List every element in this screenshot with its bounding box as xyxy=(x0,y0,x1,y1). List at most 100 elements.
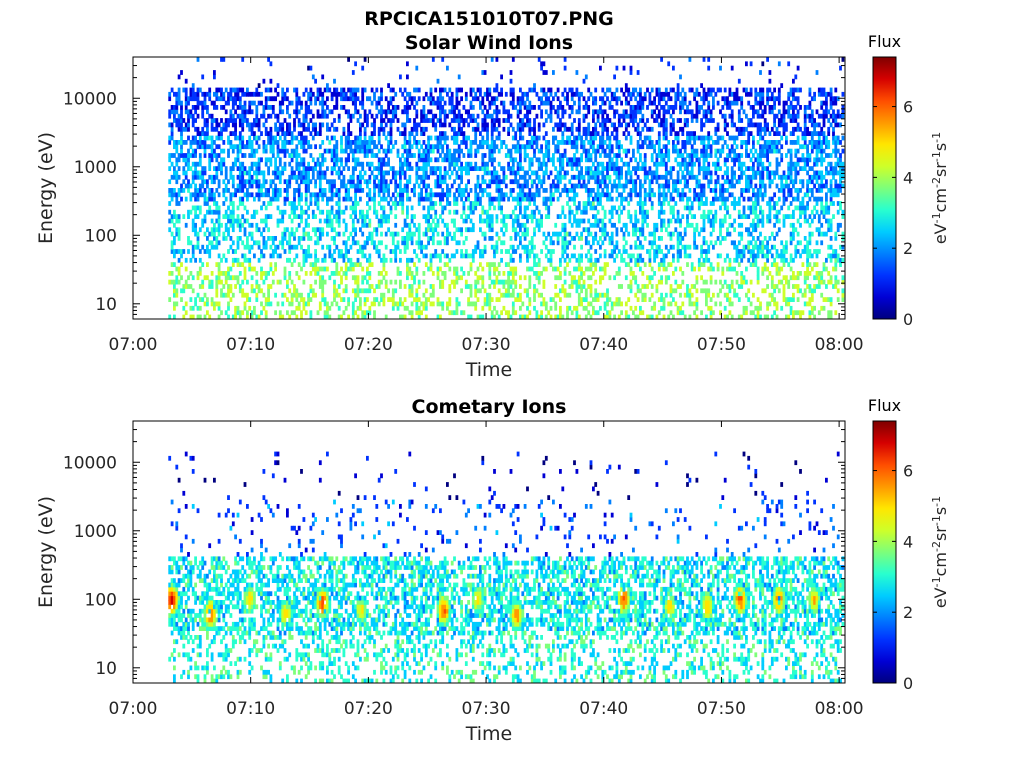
spectrogram-pixel xyxy=(403,170,407,176)
spectrogram-pixel xyxy=(246,122,249,128)
spectrogram-pixel xyxy=(363,222,367,228)
spectrogram-pixel xyxy=(234,218,237,224)
spectrogram-pixel xyxy=(471,257,475,263)
spectrogram-pixel xyxy=(429,236,433,241)
spectrogram-pixel xyxy=(175,100,179,106)
spectrogram-pixel xyxy=(243,105,247,110)
spectrogram-pixel xyxy=(443,271,447,276)
spectrogram-pixel xyxy=(608,100,612,106)
spectrogram-pixel xyxy=(629,288,633,294)
spectrogram-pixel xyxy=(608,166,612,171)
spectrogram-pixel xyxy=(584,148,588,154)
spectrogram-pixel xyxy=(309,179,313,185)
spectrogram-pixel xyxy=(481,126,485,132)
spectrogram-pixel xyxy=(559,257,562,263)
spectrogram-pixel xyxy=(231,214,235,219)
spectrogram-pixel xyxy=(175,109,179,115)
spectrogram-pixel xyxy=(620,170,623,176)
spectrogram-pixel xyxy=(389,179,393,185)
spectrogram-pixel xyxy=(359,131,362,136)
spectrogram-pixel xyxy=(262,218,266,224)
spectrogram-pixel xyxy=(389,131,393,136)
spectrogram-pixel xyxy=(643,196,647,202)
spectrogram-pixel xyxy=(234,192,237,198)
spectrogram-pixel xyxy=(288,174,292,180)
spectrogram-pixel xyxy=(552,157,555,163)
spectrogram-pixel xyxy=(587,240,591,246)
spectrogram-pixel xyxy=(417,236,421,241)
spectrogram-pixel xyxy=(283,135,287,141)
spectrogram-pixel xyxy=(391,305,395,311)
spectrogram-pixel xyxy=(439,131,442,136)
spectrogram-pixel xyxy=(540,183,543,189)
spectrogram-pixel xyxy=(547,209,551,215)
spectrogram-pixel xyxy=(514,227,518,233)
spectrogram-pixel xyxy=(344,188,348,193)
spectrogram-pixel xyxy=(359,100,362,106)
spectrogram-pixel xyxy=(427,240,430,246)
spectrogram-pixel xyxy=(267,87,270,93)
spectrogram-pixel xyxy=(509,188,513,193)
spectrogram-pixel xyxy=(314,122,317,128)
spectrogram-pixel xyxy=(340,144,343,150)
spectrogram-pixel xyxy=(229,266,233,272)
spectrogram-pixel xyxy=(363,170,367,176)
spectrogram-pixel xyxy=(575,70,579,75)
spectrogram-pixel xyxy=(511,288,515,294)
spectrogram-pixel xyxy=(262,148,266,154)
spectrogram-pixel xyxy=(368,144,372,150)
spectrogram-pixel xyxy=(300,314,303,320)
spectrogram-pixel xyxy=(523,157,527,163)
spectrogram-pixel xyxy=(502,192,506,198)
spectrogram-pixel xyxy=(366,297,369,302)
spectrogram-pixel xyxy=(624,126,628,132)
spectrogram-pixel xyxy=(533,126,536,132)
spectrogram-pixel xyxy=(295,214,299,219)
spectrogram-pixel xyxy=(519,314,522,320)
spectrogram-pixel xyxy=(236,91,240,97)
spectrogram-pixel xyxy=(330,109,334,115)
spectrogram-pixel xyxy=(354,91,357,97)
spectrogram-pixel xyxy=(415,131,419,136)
spectrogram-pixel xyxy=(573,275,576,281)
spectrogram-pixel xyxy=(587,310,591,316)
spectrogram-pixel xyxy=(257,240,261,246)
spectrogram-pixel xyxy=(403,305,407,311)
spectrogram-pixel xyxy=(620,87,623,93)
spectrogram-pixel xyxy=(194,192,197,198)
spectrogram-pixel xyxy=(417,174,421,180)
spectrogram-pixel xyxy=(431,288,435,294)
spectrogram-pixel xyxy=(241,140,245,145)
spectrogram-pixel xyxy=(542,70,546,75)
spectrogram-pixel xyxy=(307,292,310,298)
spectrogram-pixel xyxy=(380,91,383,97)
spectrogram-pixel xyxy=(182,170,186,176)
spectrogram-pixel xyxy=(363,244,367,250)
spectrogram-pixel xyxy=(170,218,174,224)
spectrogram-pixel xyxy=(528,279,532,285)
spectrogram-pixel xyxy=(599,170,602,176)
spectrogram-pixel xyxy=(521,231,525,237)
spectrogram-pixel xyxy=(222,161,226,167)
spectrogram-pixel xyxy=(596,118,600,123)
spectrogram-pixel xyxy=(537,279,541,285)
spectrogram-pixel xyxy=(446,301,449,307)
spectrogram-pixel xyxy=(424,305,428,311)
spectrogram-pixel xyxy=(632,148,635,154)
spectrogram-pixel xyxy=(295,227,299,233)
spectrogram-pixel xyxy=(351,113,355,119)
spectrogram-pixel xyxy=(394,244,398,250)
spectrogram-pixel xyxy=(373,96,376,102)
spectrogram-pixel xyxy=(384,231,388,237)
spectrogram-pixel xyxy=(488,297,492,302)
spectrogram-pixel xyxy=(436,148,440,154)
spectrogram-pixel xyxy=(401,109,405,115)
spectrogram-pixel xyxy=(370,301,374,307)
spectrogram-pixel xyxy=(333,257,336,263)
spectrogram-pixel xyxy=(323,310,327,316)
spectrogram-pixel xyxy=(636,91,640,97)
spectrogram-pixel xyxy=(316,109,320,115)
spectrogram-pixel xyxy=(224,209,228,215)
spectrogram-pixel xyxy=(318,275,322,281)
spectrogram-pixel xyxy=(533,140,536,145)
